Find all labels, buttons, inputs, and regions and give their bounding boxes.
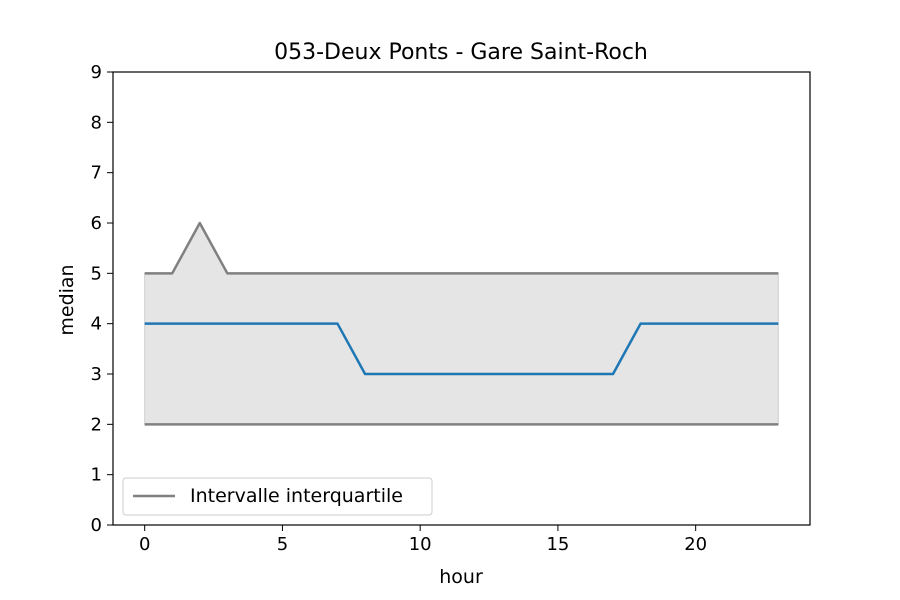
y-tick-label: 8 <box>91 112 102 133</box>
y-tick-label: 9 <box>91 62 102 83</box>
x-tick-label: 5 <box>277 534 288 555</box>
y-axis-label: median <box>56 264 78 335</box>
y-tick-label: 1 <box>91 465 102 486</box>
y-tick-label: 7 <box>91 163 102 184</box>
y-tick-label: 3 <box>91 364 102 385</box>
y-tick-label: 4 <box>91 314 102 335</box>
x-axis: 0 5 10 15 20 <box>139 525 707 555</box>
x-tick-label: 15 <box>546 534 569 555</box>
legend-label: Intervalle interquartile <box>190 485 403 507</box>
plot-area <box>112 71 811 526</box>
y-tick-label: 2 <box>91 414 102 435</box>
y-tick-label: 5 <box>91 263 102 284</box>
x-tick-label: 20 <box>684 534 707 555</box>
legend-box <box>122 477 433 516</box>
x-tick-label: 10 <box>409 534 432 555</box>
series-line-q3 <box>144 221 779 275</box>
series-layer <box>144 221 779 426</box>
y-tick-label: 6 <box>91 213 102 234</box>
y-axis: 0 1 2 3 4 5 6 7 8 9 <box>91 62 113 536</box>
series-line-median <box>144 322 779 376</box>
x-axis-label: hour <box>439 566 483 588</box>
y-tick-label: 0 <box>91 515 102 536</box>
x-tick-label: 0 <box>139 534 150 555</box>
legend: Intervalle interquartile <box>122 477 433 516</box>
axes-frame <box>112 71 811 526</box>
chart-title: 053-Deux Ponts - Gare Saint-Roch <box>274 40 648 65</box>
